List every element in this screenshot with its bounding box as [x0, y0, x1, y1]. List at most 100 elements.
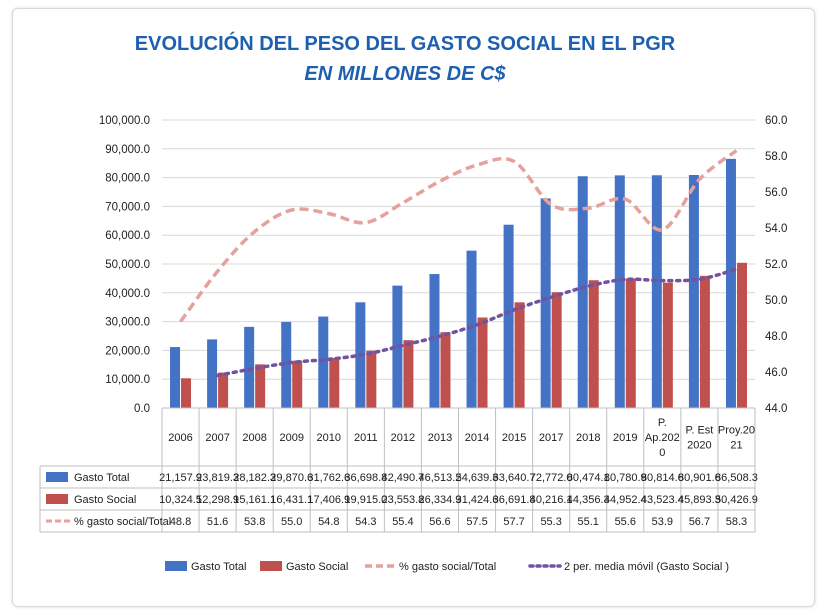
data-label: 29,870.6 — [270, 472, 313, 484]
data-label: 80,814.6 — [641, 472, 684, 484]
category-label: 0 — [659, 447, 665, 459]
data-label: 57.5 — [466, 516, 487, 528]
data-label: 40,216.1 — [530, 494, 573, 506]
category-label: 2020 — [687, 440, 711, 452]
data-label: 63,640.7 — [493, 472, 536, 484]
y-right-tick-label: 56.0 — [765, 187, 787, 199]
data-label: 55.4 — [392, 516, 413, 528]
legend-key-gasto-total — [46, 472, 68, 482]
data-label: 16,431.1 — [270, 494, 313, 506]
data-label: 80,901.6 — [678, 472, 721, 484]
data-label: 54.8 — [318, 516, 339, 528]
bar-gasto-total — [540, 198, 551, 408]
y-left-tick-label: 80,000.0 — [105, 173, 150, 185]
y-right-tick-label: 50.0 — [765, 295, 787, 307]
bar-gasto-social — [514, 302, 525, 408]
legend-label: 2 per. media móvil (Gasto Social ) — [564, 561, 729, 573]
data-label: 56.7 — [689, 516, 710, 528]
data-label: 42,490.7 — [381, 472, 424, 484]
bar-gasto-total — [651, 175, 662, 408]
data-label: 58.3 — [726, 516, 747, 528]
data-label: 21,157.9 — [159, 472, 202, 484]
y-left-tick-label: 100,000.0 — [99, 115, 150, 127]
data-label: 31,424.6 — [456, 494, 499, 506]
legend-key-gasto-social — [46, 494, 68, 504]
data-label: 56.6 — [429, 516, 450, 528]
bar-gasto-total — [318, 316, 329, 408]
bar-gasto-social — [218, 372, 229, 408]
bar-gasto-social — [477, 317, 488, 408]
y-right-tick-label: 54.0 — [765, 223, 787, 235]
bar-gasto-total — [207, 339, 218, 408]
line-pct-gasto-social — [179, 149, 738, 323]
data-label: 28,182.3 — [233, 472, 276, 484]
data-label: 44,356.3 — [567, 494, 610, 506]
category-label: 2014 — [465, 432, 489, 444]
legend-swatch — [165, 561, 187, 571]
lines-group — [179, 149, 739, 378]
legend-label: Gasto Social — [286, 561, 348, 573]
chart-title: EVOLUCIÓN DEL PESO DEL GASTO SOCIAL EN E… — [135, 31, 676, 55]
legend-label: Gasto Total — [191, 561, 246, 573]
category-label: 2006 — [168, 432, 192, 444]
y-right-tick-label: 58.0 — [765, 151, 787, 163]
y-left-tick-label: 50,000.0 — [105, 259, 150, 271]
category-label: 21 — [730, 440, 742, 452]
bar-gasto-social — [403, 340, 414, 408]
data-label: 48.8 — [170, 516, 191, 528]
category-label: P. Est — [685, 425, 713, 437]
category-label: 2018 — [576, 432, 600, 444]
bar-gasto-social — [329, 357, 340, 408]
data-table: 2006 2007 2008 2009 2010 2011 2012 2013 2014 2015… — [39, 407, 758, 533]
bar-gasto-social — [662, 282, 673, 408]
category-label: 2019 — [613, 432, 637, 444]
y-left-tick-label: 0.0 — [134, 403, 150, 415]
bar-gasto-total — [281, 321, 292, 408]
data-label: 12,298.9 — [196, 494, 239, 506]
y-left-tick-label: 30,000.0 — [105, 317, 150, 329]
category-label: 2017 — [539, 432, 563, 444]
data-label: 45,893.3 — [678, 494, 721, 506]
y-left-tick-label: 10,000.0 — [105, 374, 150, 386]
data-label: 54.3 — [355, 516, 376, 528]
data-label: 55.3 — [540, 516, 561, 528]
bar-gasto-total — [725, 158, 736, 408]
data-label: 23,819.3 — [196, 472, 239, 484]
data-label: 80,474.1 — [567, 472, 610, 484]
row-label: Gasto Total — [74, 472, 129, 484]
bar-gasto-total — [244, 326, 255, 408]
bar-gasto-social — [588, 280, 599, 408]
bar-gasto-social — [255, 364, 266, 408]
data-label: 55.0 — [281, 516, 302, 528]
y-left-tick-label: 70,000.0 — [105, 201, 150, 213]
category-label: 2008 — [242, 432, 266, 444]
data-label: 50,426.9 — [715, 494, 758, 506]
category-label: 2011 — [354, 432, 378, 444]
data-label: 53.8 — [244, 516, 265, 528]
category-label: 2009 — [279, 432, 303, 444]
y-right-tick-label: 60.0 — [765, 115, 787, 127]
data-label: 53.9 — [652, 516, 673, 528]
category-label: 2015 — [502, 432, 526, 444]
legend-swatch — [260, 561, 282, 571]
data-label: 19,915.0 — [344, 494, 387, 506]
bar-gasto-social — [699, 275, 710, 408]
data-label: 36,691.8 — [493, 494, 536, 506]
data-label: 51.6 — [207, 516, 228, 528]
bar-gasto-social — [551, 292, 562, 408]
bar-gasto-total — [466, 250, 477, 408]
y-left-tick-label: 40,000.0 — [105, 288, 150, 300]
data-label: 80,780.9 — [604, 472, 647, 484]
category-label: 2012 — [391, 432, 415, 444]
bar-gasto-social — [366, 350, 377, 408]
bar-gasto-social — [292, 360, 303, 408]
data-label: 57.7 — [503, 516, 524, 528]
row-label: % gasto social/Total — [74, 516, 171, 528]
category-label: Proy.20 — [718, 425, 755, 437]
y-right-tick-label: 44.0 — [765, 403, 787, 415]
bar-gasto-total — [688, 175, 699, 408]
bar-gasto-social — [440, 332, 451, 408]
bar-gasto-total — [503, 224, 514, 408]
row-label: Gasto Social — [74, 494, 136, 506]
